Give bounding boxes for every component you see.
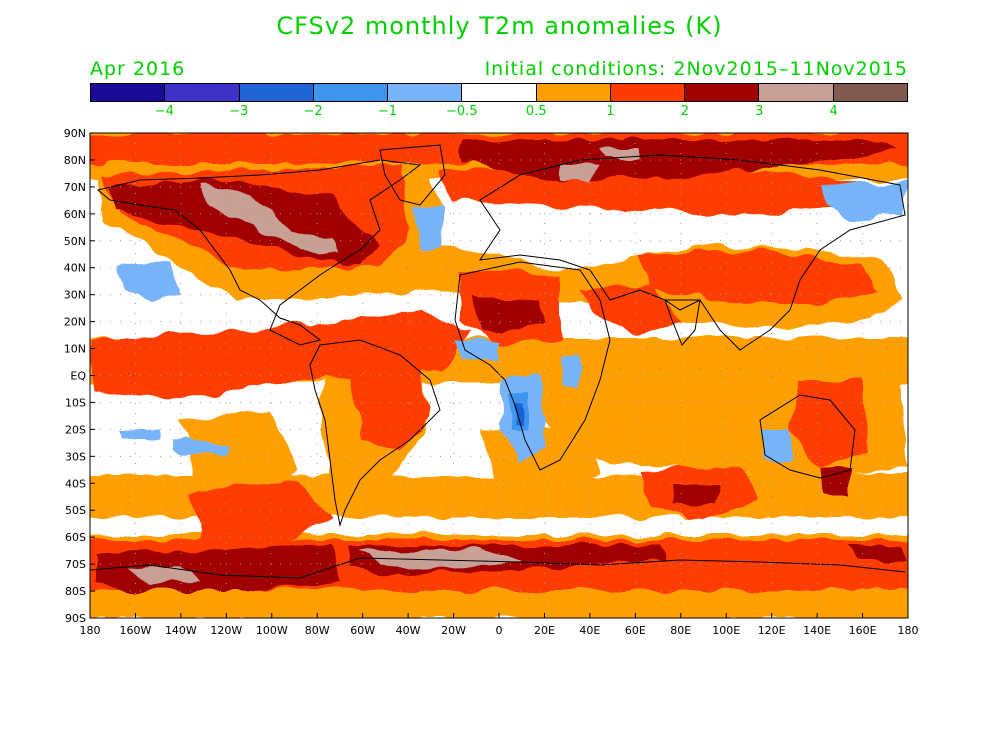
lon-tick-label: 0 (496, 624, 503, 637)
latitude-axis: 90N 80N 70N 60N 50N 40N 30N 20N 10N EQ 10S 20S 30S 40… (64, 127, 95, 625)
colorbar-swatch-2 (239, 84, 314, 101)
colorbar-labels: −4 −3 −2 −1 −0.5 0.5 1 2 3 4 (90, 104, 908, 122)
coast-india (664, 299, 701, 346)
lat-tick-label: 90N (64, 127, 86, 140)
colorbar-label: 2 (680, 104, 690, 119)
colorbar-swatch-0 (91, 84, 166, 101)
lat-tick-label: 30N (64, 289, 86, 302)
lon-tick-label: 60E (625, 624, 646, 637)
lat-tick-label: 50N (64, 235, 86, 248)
lat-tick-label: EQ (70, 370, 86, 383)
lat-tick-label: 10S (65, 396, 86, 409)
colorbar-label: −1 (377, 104, 398, 119)
lon-tick-label: 140E (803, 624, 831, 637)
colorbar-swatch-1 (165, 84, 240, 101)
lon-tick-label: 140W (165, 624, 197, 637)
lon-tick-label: 40E (579, 624, 600, 637)
coast-australia (759, 394, 856, 479)
lon-tick-label: 120W (210, 624, 242, 637)
lat-tick-label: 40S (65, 477, 86, 490)
lon-tick-label: 40W (396, 624, 421, 637)
colorbar-swatch-8 (685, 84, 760, 101)
initial-conditions-label: Initial conditions: 2Nov2015–11Nov2015 (484, 58, 908, 80)
lon-tick-label: 120E (758, 624, 786, 637)
coast-greenland (379, 144, 446, 206)
colorbar-label: 0.5 (525, 104, 547, 119)
lon-tick-label: 160E (849, 624, 877, 637)
colorbar-swatch-10 (833, 84, 907, 101)
lon-tick-label: 160W (120, 624, 152, 637)
coast-africa (454, 261, 611, 471)
lon-tick-label: 180 (80, 624, 101, 637)
colorbar-swatch-7 (610, 84, 686, 101)
lat-tick-label: 30S (65, 450, 86, 463)
colorbar-label: −0.5 (446, 104, 478, 119)
longitude-axis: 180 160W 140W 120W 100W 80W 60W 40W 20W 0 20E 40E 60… (80, 613, 919, 637)
lon-tick-label: 180 (898, 624, 919, 637)
lat-tick-label: 60S (65, 531, 86, 544)
colorbar-label: −3 (229, 104, 249, 119)
colorbar-label: 3 (755, 104, 764, 119)
colorbar-swatch-3 (313, 84, 389, 101)
lat-tick-label: 70N (64, 181, 86, 194)
colorbar-swatch-5 (462, 84, 537, 101)
coast-eurasia (478, 154, 906, 351)
map-grid (90, 133, 908, 618)
valid-month-label: Apr 2016 (90, 58, 186, 80)
colorbar-swatch-6 (536, 84, 611, 101)
lat-tick-label: 70S (65, 558, 86, 571)
lon-tick-label: 80W (305, 624, 330, 637)
colorbar (90, 83, 908, 102)
lat-tick-label: 50S (65, 504, 86, 517)
lon-tick-label: 60W (350, 624, 375, 637)
coast-south-america (309, 339, 441, 527)
coastlines (90, 144, 906, 579)
lat-tick-label: 90S (65, 612, 86, 625)
lon-tick-label: 100E (712, 624, 740, 637)
lat-tick-label: 80N (64, 154, 86, 167)
lon-tick-label: 80E (670, 624, 691, 637)
colorbar-label: 4 (829, 104, 838, 119)
lat-tick-label: 80S (65, 585, 86, 598)
lat-tick-label: 10N (64, 343, 86, 356)
colorbar-swatch-9 (759, 84, 834, 101)
lon-tick-label: 20E (534, 624, 555, 637)
lat-tick-label: 20N (64, 316, 86, 329)
colorbar-swatch-4 (388, 84, 463, 101)
coast-north-america (96, 159, 422, 346)
lat-tick-label: 20S (65, 423, 86, 436)
colorbar-label: −2 (303, 104, 323, 119)
lon-tick-label: 100W (256, 624, 288, 637)
lat-tick-label: 40N (64, 262, 86, 275)
lon-tick-label: 20W (441, 624, 466, 637)
chart-title: CFSv2 monthly T2m anomalies (K) (276, 12, 723, 40)
colorbar-label: 1 (606, 104, 615, 119)
colorbar-label: −4 (154, 104, 174, 119)
anomaly-field (90, 133, 908, 618)
coast-antarctica (90, 557, 906, 579)
lat-tick-label: 60N (64, 208, 86, 221)
